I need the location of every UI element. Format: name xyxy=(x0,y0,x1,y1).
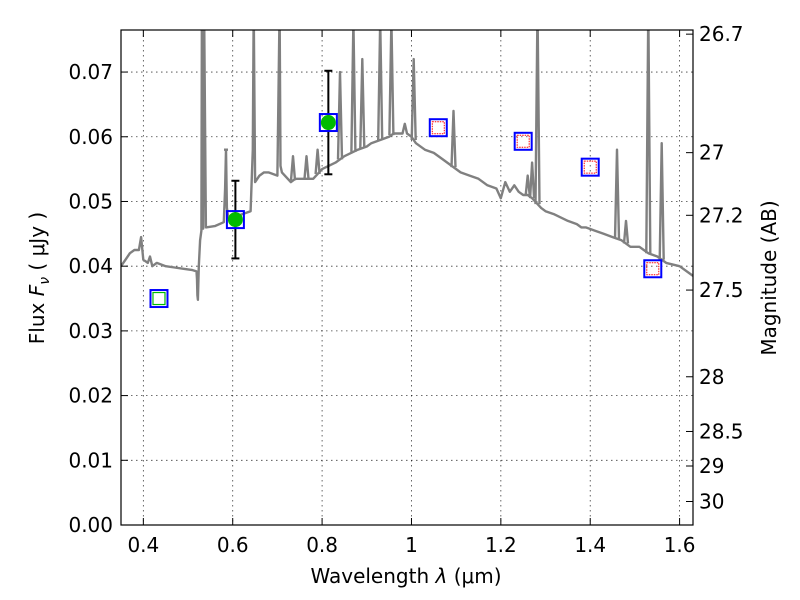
model-photometry-point xyxy=(513,131,533,151)
x-axis-label: Wavelength λ (μm) xyxy=(310,564,501,588)
emission-line xyxy=(450,109,457,168)
model-photometry-point xyxy=(318,113,338,133)
nondetection-point xyxy=(152,291,166,306)
model-photometry-point xyxy=(428,118,448,138)
emission-line xyxy=(388,30,395,136)
emission-line xyxy=(410,57,417,141)
mag-tick-label: 26.7 xyxy=(699,22,744,46)
emission-line xyxy=(528,161,536,199)
detection-point xyxy=(320,115,336,131)
upper-limit-point xyxy=(646,262,660,276)
emission-line xyxy=(359,57,366,149)
x-tick-label: 0.8 xyxy=(306,533,338,557)
upper-limit-point xyxy=(431,121,445,135)
emission-line xyxy=(622,219,630,244)
detection-point xyxy=(227,212,243,228)
emission-line xyxy=(303,155,310,179)
emission-line xyxy=(350,30,357,152)
y-tick-label: 0.07 xyxy=(68,60,113,84)
spectrum-continuum xyxy=(121,30,693,301)
x-tick-label: 1.6 xyxy=(664,533,696,557)
x-tick-label: 1 xyxy=(405,533,418,557)
emission-line xyxy=(314,148,321,175)
model-photometry-point xyxy=(643,259,663,279)
y-axis-label: Flux Fν ( μJy ) xyxy=(25,212,53,344)
mag-tick-label: 27.2 xyxy=(699,203,744,227)
y-tick-label: 0.01 xyxy=(68,448,113,472)
grid xyxy=(121,30,693,526)
emission-line xyxy=(336,70,344,160)
emission-line xyxy=(645,30,652,254)
y-tick-label: 0.05 xyxy=(68,189,113,213)
photometry-markers xyxy=(149,113,663,309)
x-tick-label: 1.2 xyxy=(485,533,517,557)
x-tick-label: 1.4 xyxy=(574,533,606,557)
y-tick-label: 0.04 xyxy=(68,254,113,278)
model-photometry-point xyxy=(580,157,600,177)
mag-tick-label: 29 xyxy=(699,454,724,478)
y-tick-label: 0.06 xyxy=(68,125,113,149)
emission-line xyxy=(534,30,541,205)
axis-ticks: 0.4 0.6 0.8 1 1.2 1.4 1.6 0.00 0.01 0.02 0.03 0.04 0… xyxy=(68,22,743,557)
mag-tick-label: 30 xyxy=(699,490,724,514)
emission-line xyxy=(524,174,531,196)
x-tick-label: 0.4 xyxy=(127,533,159,557)
y-tick-label: 0.03 xyxy=(68,319,113,343)
upper-limit-point xyxy=(583,160,597,174)
emission-line xyxy=(289,155,297,181)
emission-line xyxy=(377,30,384,141)
mag-tick-label: 28.5 xyxy=(699,419,744,443)
upper-limit-point xyxy=(516,134,530,148)
model-photometry-point xyxy=(225,210,245,230)
emission-line xyxy=(613,148,621,239)
mag-tick-label: 27 xyxy=(699,141,724,165)
model-spectrum xyxy=(121,30,693,301)
plot-frame xyxy=(120,29,694,526)
model-photometry-point xyxy=(149,289,169,309)
y-tick-label: 0.02 xyxy=(68,384,113,408)
mag-tick-label: 28 xyxy=(699,365,724,389)
y2-axis-label: Magnitude (AB) xyxy=(757,200,781,355)
mag-tick-label: 27.5 xyxy=(699,278,744,302)
emission-line xyxy=(658,142,665,260)
x-tick-label: 0.6 xyxy=(217,533,249,557)
y-tick-label: 0.00 xyxy=(68,513,113,537)
